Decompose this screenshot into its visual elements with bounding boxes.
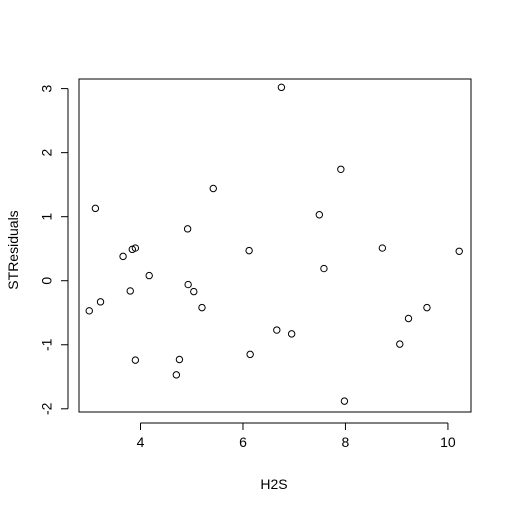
- x-axis-label: H2S: [260, 476, 287, 492]
- scatter-point-29: [423, 303, 431, 312]
- scatter-point-14: [190, 287, 198, 296]
- scatter-point-26: [378, 244, 387, 252]
- x-tick-label-3: 8: [342, 434, 350, 450]
- scatter-point-3: [96, 298, 105, 306]
- y-tick-label-5: 2: [39, 149, 55, 157]
- scatter-point-20: [277, 83, 286, 92]
- scatter-point-10: [172, 371, 181, 379]
- scatter-point-9: [145, 271, 153, 280]
- scatter-point-15: [198, 303, 206, 312]
- scatter-point-19: [273, 326, 281, 334]
- y-tick-label-6: 3: [39, 85, 55, 93]
- scatter-point-11: [175, 355, 184, 364]
- scatter-point-4: [119, 252, 127, 261]
- scatter-point-28: [404, 314, 413, 323]
- y-tick-label-1: -2: [39, 402, 55, 415]
- scatter-point-7: [131, 244, 140, 252]
- scatter-point-27: [396, 340, 404, 348]
- scatter-point-8: [131, 356, 140, 364]
- scatter-point-24: [337, 165, 345, 173]
- x-tick-label-1: 4: [137, 434, 145, 450]
- scatter-point-12: [183, 225, 192, 233]
- y-axis-label: STResiduals: [5, 210, 21, 289]
- scatter-point-30: [455, 247, 463, 255]
- scatter-point-21: [287, 330, 296, 338]
- scatter-points: [85, 83, 463, 405]
- scatter-point-22: [315, 211, 324, 219]
- plot-frame: [78, 78, 472, 413]
- y-axis: -2 -1 0 1 2 3: [39, 85, 69, 415]
- scatter-point-18: [246, 350, 254, 359]
- y-tick-label-2: -1: [39, 338, 55, 351]
- scatter-point-17: [245, 246, 253, 255]
- y-tick-label-3: 0: [39, 277, 55, 285]
- y-tick-label-4: 1: [39, 213, 55, 221]
- scatter-point-25: [340, 397, 349, 405]
- scatter-point-2: [91, 204, 100, 213]
- scatter-point-5: [126, 287, 134, 295]
- scatter-point-16: [209, 184, 217, 193]
- scatter-point-1: [85, 307, 93, 315]
- plot-frame-layer: [78, 78, 472, 413]
- x-axis: 4 6 8 10: [137, 422, 456, 450]
- scatter-point-23: [320, 264, 328, 273]
- scatter-point-13: [184, 280, 192, 289]
- x-tick-label-4: 10: [440, 434, 456, 450]
- x-tick-label-2: 6: [239, 434, 247, 450]
